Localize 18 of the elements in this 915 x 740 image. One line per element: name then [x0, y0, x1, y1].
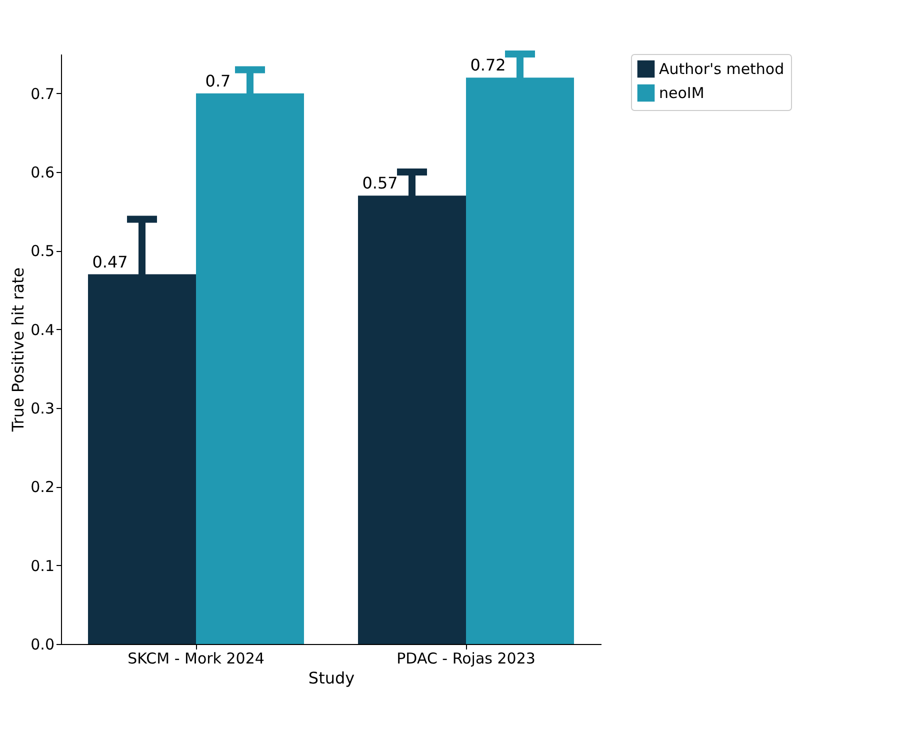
legend-label: Author's method — [659, 60, 784, 78]
legend-label: neoIM — [659, 84, 704, 102]
y-axis-title: True Positive hit rate — [8, 267, 28, 433]
y-tick-label: 0.0 — [30, 636, 54, 654]
data-label: 0.47 — [92, 252, 128, 272]
data-label: 0.72 — [470, 56, 506, 75]
x-axis-title: Study — [308, 668, 355, 688]
y-tick-label: 0.4 — [30, 320, 54, 339]
y-tick-label: 0.7 — [30, 84, 54, 103]
data-label: 0.7 — [205, 71, 231, 90]
y-tick-label: 0.1 — [30, 556, 54, 575]
y-tick-label: 0.5 — [30, 242, 54, 260]
y-tick-label: 0.6 — [30, 164, 54, 182]
y-tick-label: 0.2 — [30, 478, 54, 496]
data-label: 0.57 — [362, 174, 398, 193]
y-tick-label: 0.3 — [30, 400, 54, 418]
x-tick-label: PDAC - Rojas 2023 — [396, 650, 536, 668]
x-tick-label: SKCM - Mork 2024 — [128, 650, 264, 668]
